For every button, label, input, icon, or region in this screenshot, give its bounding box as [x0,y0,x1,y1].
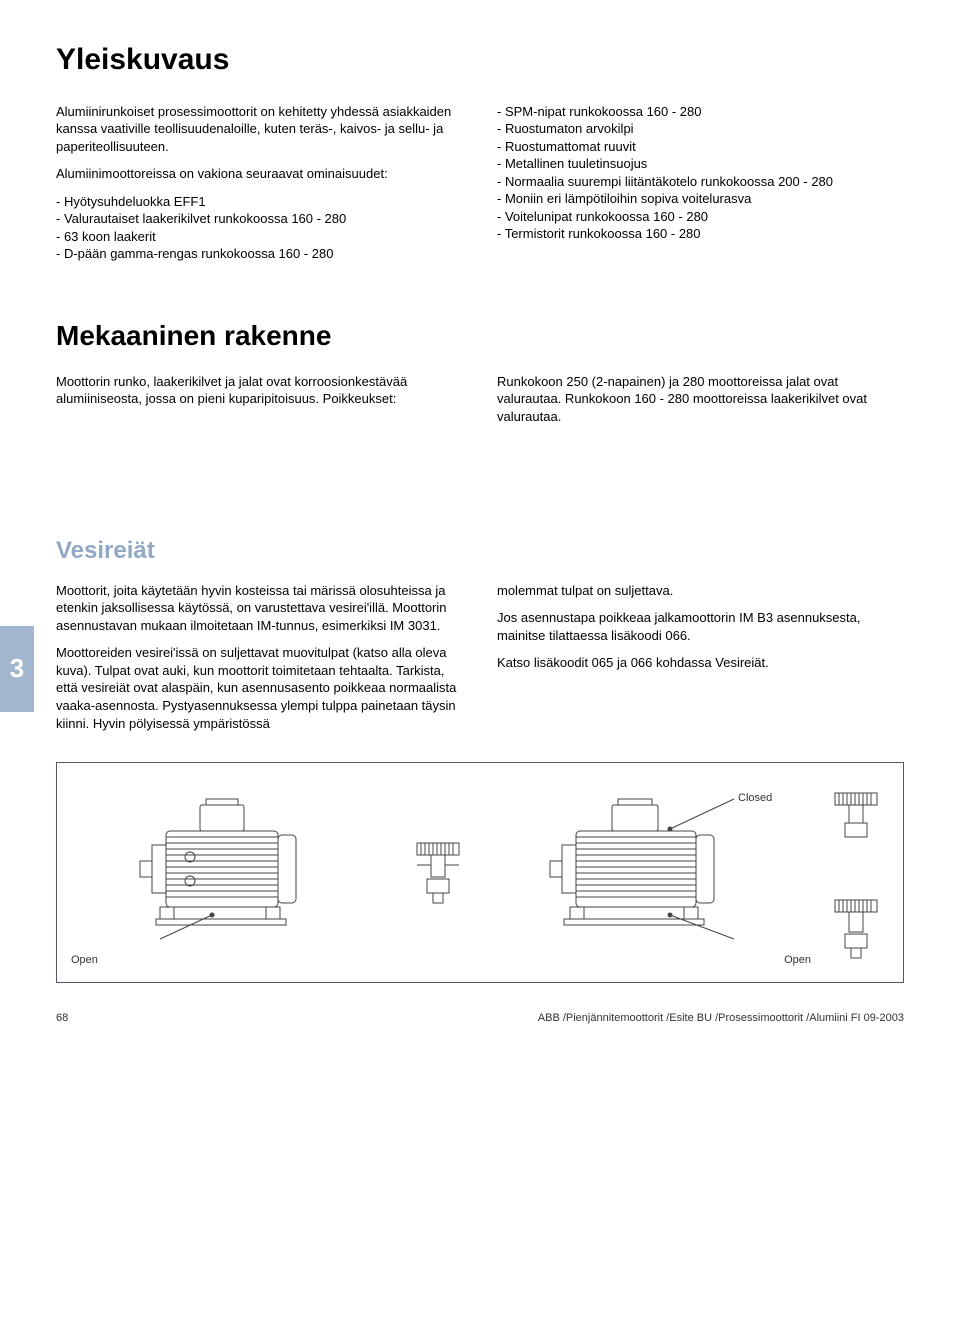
footer-reference: ABB /Pienjännitemoottorit /Esite BU /Pro… [538,1011,904,1026]
page-title: Yleiskuvaus [56,40,904,81]
bullet: - Ruostumattomat ruuvit [497,138,904,156]
plug-open-svg [411,835,465,915]
page-footer: 68 ABB /Pienjännitemoottorit /Esite BU /… [56,1011,904,1026]
chapter-tab: 3 [0,626,34,712]
bullet: - D-pään gamma-rengas runkokoossa 160 - … [56,245,463,263]
overview-right: - SPM-nipat runkokoossa 160 - 280 - Ruos… [497,103,904,263]
mech-left-text: Moottorin runko, laakerikilvet ja jalat … [56,373,463,408]
plug-closed-svg [829,787,883,851]
plug-detail-open-left [411,835,471,920]
mech-heading: Mekaaninen rakenne [56,317,904,355]
drain-left-p2: Moottoreiden vesirei'issä on suljettavat… [56,644,463,732]
plug-label-closed: Closed [738,792,772,804]
motor-side-svg-2: Closed [520,787,780,947]
plug-open-svg-2 [829,896,883,968]
overview-left-bullets: - Hyötysuhdeluokka EFF1 - Valurautaiset … [56,193,463,263]
bullet: - Hyötysuhdeluokka EFF1 [56,193,463,211]
motor-side-view-left: Open [71,787,393,968]
drain-left: Moottorit, joita käytetään hyvin kosteis… [56,582,463,742]
motor-side-svg [112,787,352,947]
mech-right-text: Runkokoon 250 (2-napainen) ja 280 mootto… [497,373,904,426]
drain-columns: Moottorit, joita käytetään hyvin kosteis… [56,582,904,742]
drain-right-p1: molemmat tulpat on suljettava. [497,582,904,600]
drain-holes-section: Vesireiät 3 Moottorit, joita käytetään h… [56,535,904,742]
drain-right-p3: Katso lisäkoodit 065 ja 066 kohdassa Ves… [497,654,904,672]
overview-columns: Alumiinirunkoiset prosessimoottorit on k… [56,103,904,263]
mech-right: Runkokoon 250 (2-napainen) ja 280 mootto… [497,373,904,436]
bullet: - Ruostumaton arvokilpi [497,120,904,138]
motor-side-view-right: Closed Open [489,787,811,968]
overview-left: Alumiinirunkoiset prosessimoottorit on k… [56,103,463,263]
mech-left: Moottorin runko, laakerikilvet ja jalat … [56,373,463,436]
bullet: - Normaalia suurempi liitäntäkotelo runk… [497,173,904,191]
plug-label-open: Open [784,953,811,968]
bullet: - SPM-nipat runkokoossa 160 - 280 [497,103,904,121]
overview-right-bullets: - SPM-nipat runkokoossa 160 - 280 - Ruos… [497,103,904,243]
plug-detail-right [829,787,889,968]
drain-holes-heading: Vesireiät [56,535,904,567]
chapter-number: 3 [10,651,24,686]
bullet: - Termistorit runkokoossa 160 - 280 [497,225,904,243]
bullet: - Metallinen tuuletinsuojus [497,155,904,173]
mech-columns: Moottorin runko, laakerikilvet ja jalat … [56,373,904,436]
bullet: - 63 koon laakerit [56,228,463,246]
overview-intro-1: Alumiinirunkoiset prosessimoottorit on k… [56,103,463,156]
overview-intro-2: Alumiinimoottoreissa on vakiona seuraava… [56,165,463,183]
bullet: - Voitelunipat runkokoossa 160 - 280 [497,208,904,226]
plug-label-open: Open [71,953,98,968]
bullet: - Moniin eri lämpötiloihin sopiva voitel… [497,190,904,208]
bullet: - Valurautaiset laakerikilvet runkokooss… [56,210,463,228]
page-number: 68 [56,1011,68,1026]
drain-right-p2: Jos asennustapa poikkeaa jalkamoottorin … [497,609,904,644]
motor-drain-diagram: Open [56,762,904,983]
drain-right: molemmat tulpat on suljettava. Jos asenn… [497,582,904,742]
drain-left-p1: Moottorit, joita käytetään hyvin kosteis… [56,582,463,635]
